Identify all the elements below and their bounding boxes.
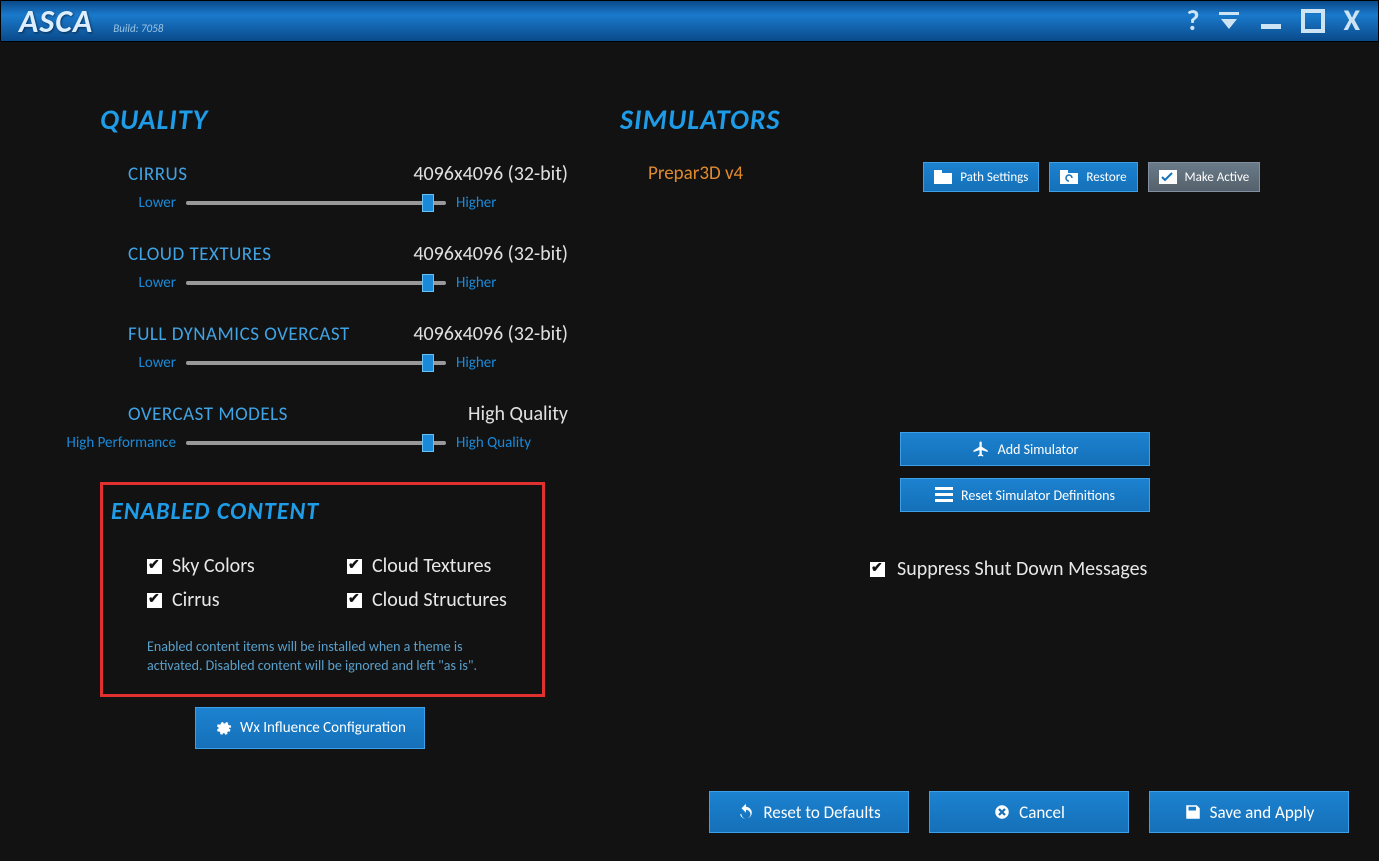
wx-button-label: Wx Influence Configuration — [240, 719, 406, 737]
slider-low-label: High Performance — [51, 434, 176, 452]
close-icon[interactable]: X — [1343, 6, 1360, 36]
slider-name: OVERCAST MODELS — [128, 403, 288, 426]
build-label: Build: 7058 — [113, 22, 163, 35]
app-title: ASCA — [9, 2, 93, 41]
enabled-item: Cloud Textures — [347, 554, 547, 578]
quality-slider-row: OVERCAST MODELS High Quality High Perfor… — [100, 402, 620, 452]
enabled-item: Cloud Structures — [347, 588, 547, 612]
slider-track[interactable] — [186, 434, 446, 452]
slider-name: FULL DYNAMICS OVERCAST — [128, 323, 350, 346]
make-active-label: Make Active — [1185, 170, 1250, 185]
cancel-label: Cancel — [1019, 802, 1065, 823]
wx-influence-button[interactable]: Wx Influence Configuration — [195, 707, 425, 749]
save-apply-label: Save and Apply — [1210, 802, 1315, 823]
cancel-button[interactable]: Cancel — [929, 791, 1129, 833]
minimize-icon[interactable] — [1259, 9, 1283, 33]
slider-value: High Quality — [468, 402, 568, 426]
slider-thumb[interactable] — [422, 434, 434, 452]
gear-icon — [214, 719, 232, 737]
slider-track[interactable] — [186, 194, 446, 212]
active-simulator: Prepar3D v4 — [648, 162, 743, 185]
save-apply-button[interactable]: Save and Apply — [1149, 791, 1349, 833]
slider-name: CLOUD TEXTURES — [128, 243, 271, 266]
slider-value: 4096x4096 (32-bit) — [413, 242, 568, 266]
dropdown-icon[interactable] — [1217, 12, 1241, 30]
folder-icon — [934, 168, 952, 186]
enabled-checkbox[interactable] — [347, 559, 362, 574]
slider-thumb[interactable] — [422, 274, 434, 292]
enabled-header: ENABLED CONTENT — [111, 497, 528, 526]
enabled-item: Sky Colors — [147, 554, 347, 578]
reset-defaults-label: Reset to Defaults — [763, 802, 880, 823]
enabled-item: Cirrus — [147, 588, 347, 612]
simulators-header: SIMULATORS — [620, 102, 1379, 137]
slider-thumb[interactable] — [422, 194, 434, 212]
maximize-icon[interactable] — [1301, 9, 1325, 33]
slider-high-label: Higher — [456, 274, 544, 292]
list-icon — [935, 486, 953, 504]
window-controls: ? X — [1186, 6, 1370, 36]
help-icon[interactable]: ? — [1186, 7, 1199, 35]
enabled-content-panel: ENABLED CONTENT Sky Colors Cloud Texture… — [100, 482, 545, 697]
slider-high-label: High Quality — [456, 434, 544, 452]
cancel-icon — [993, 803, 1011, 821]
slider-track[interactable] — [186, 354, 446, 372]
slider-low-label: Lower — [128, 194, 176, 212]
enabled-checkbox[interactable] — [147, 559, 162, 574]
slider-high-label: Higher — [456, 194, 544, 212]
reset-simulator-definitions-button[interactable]: Reset Simulator Definitions — [900, 478, 1150, 512]
suppress-checkbox[interactable] — [870, 562, 885, 577]
slider-value: 4096x4096 (32-bit) — [413, 162, 568, 186]
bottom-action-bar: Reset to Defaults Cancel Save and Apply — [709, 791, 1349, 833]
enabled-item-label: Cloud Structures — [372, 588, 507, 612]
enabled-item-label: Cirrus — [172, 588, 220, 612]
enabled-description: Enabled content items will be installed … — [147, 638, 517, 676]
titlebar: ASCA Build: 7058 ? X — [0, 0, 1379, 42]
path-settings-button[interactable]: Path Settings — [923, 162, 1039, 192]
enabled-checkbox[interactable] — [347, 593, 362, 608]
enabled-checkbox[interactable] — [147, 593, 162, 608]
slider-high-label: Higher — [456, 354, 544, 372]
quality-slider-row: CLOUD TEXTURES 4096x4096 (32-bit) Lower … — [100, 242, 620, 292]
restore-label: Restore — [1086, 170, 1126, 185]
quality-slider-row: CIRRUS 4096x4096 (32-bit) Lower Higher — [100, 162, 620, 212]
slider-name: CIRRUS — [128, 163, 187, 186]
quality-header: QUALITY — [100, 102, 620, 137]
add-simulator-button[interactable]: Add Simulator — [900, 432, 1150, 466]
slider-low-label: Lower — [128, 274, 176, 292]
slider-value: 4096x4096 (32-bit) — [413, 322, 568, 346]
enabled-item-label: Sky Colors — [172, 554, 255, 578]
save-icon — [1184, 803, 1202, 821]
slider-low-label: Lower — [128, 354, 176, 372]
restore-button[interactable]: Restore — [1049, 162, 1137, 192]
suppress-label: Suppress Shut Down Messages — [897, 557, 1147, 581]
reset-defaults-button[interactable]: Reset to Defaults — [709, 791, 909, 833]
enabled-item-label: Cloud Textures — [372, 554, 491, 578]
folder-restore-icon — [1060, 168, 1078, 186]
path-settings-label: Path Settings — [960, 170, 1028, 185]
check-icon — [1159, 168, 1177, 186]
slider-thumb[interactable] — [422, 354, 434, 372]
slider-track[interactable] — [186, 274, 446, 292]
undo-icon — [737, 803, 755, 821]
plane-icon — [972, 440, 990, 458]
add-simulator-label: Add Simulator — [998, 441, 1079, 458]
make-active-button[interactable]: Make Active — [1148, 162, 1261, 192]
quality-slider-row: FULL DYNAMICS OVERCAST 4096x4096 (32-bit… — [100, 322, 620, 372]
reset-simulator-label: Reset Simulator Definitions — [961, 487, 1115, 504]
